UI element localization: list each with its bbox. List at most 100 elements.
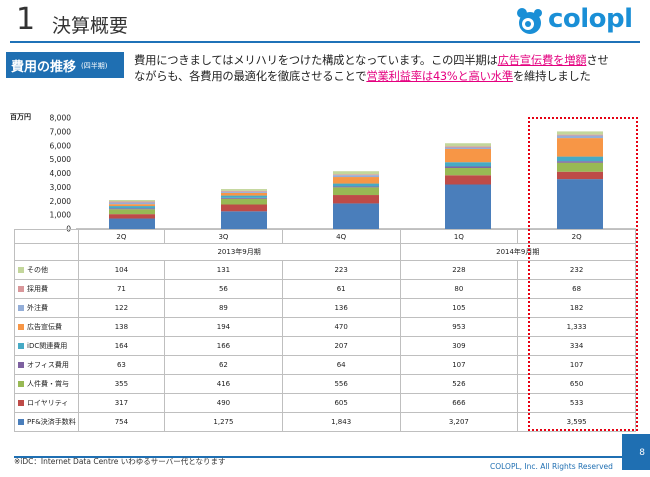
data-value: 122: [77, 298, 166, 318]
legend-label: オフィス費用: [27, 361, 69, 369]
y-tick-label: 4,000: [50, 169, 72, 178]
bar-segment: [445, 143, 491, 147]
legend-label: その他: [27, 266, 48, 274]
legend-swatch: [18, 400, 24, 406]
bar-segment: [109, 201, 155, 203]
table-row: オフィス費用 63 62 64 107 107: [14, 355, 636, 375]
period-label: 2013年9月期: [77, 243, 401, 261]
series-label-cell: PF&決済手数料: [14, 412, 79, 432]
legend-label: 広告宣伝費: [27, 323, 62, 331]
legend-label: iDC関連費用: [27, 342, 68, 350]
data-value: 138: [77, 317, 166, 337]
data-value: 3,207: [399, 412, 519, 432]
data-value: 89: [164, 298, 283, 318]
bar-segment: [221, 192, 267, 196]
data-value: 1,333: [517, 317, 636, 337]
x-tick-label: 1Q: [399, 229, 519, 244]
bar-segment: [557, 131, 603, 135]
bar-segment: [557, 135, 603, 139]
bear-icon: [517, 8, 542, 34]
y-tick-label: 7,000: [50, 127, 72, 136]
data-value: 207: [281, 336, 401, 356]
bar-segment: [109, 208, 155, 210]
bar-segment: [221, 197, 267, 199]
bar-segment: [445, 148, 491, 163]
data-value: 416: [164, 374, 283, 394]
bar-segment: [333, 203, 379, 229]
data-value: 526: [399, 374, 519, 394]
footnote: ※iDC：Internet Data Centre いわゆるサーバー代となります: [14, 457, 226, 466]
section-label: 費用の推移 (四半期): [6, 52, 124, 78]
series-label-cell: iDC関連費用: [14, 336, 79, 356]
series-label-cell: 採用費: [14, 279, 79, 299]
table-row: 広告宣伝費 138 194 470 953 1,333: [14, 317, 636, 337]
corner-cell: [14, 243, 79, 261]
bar-segment: [221, 198, 267, 205]
bar-segment: [445, 184, 491, 229]
legend-swatch: [18, 343, 24, 349]
legend-label: ロイヤリティ: [27, 399, 69, 407]
data-value: 131: [164, 260, 283, 280]
bar-segment: [445, 162, 491, 167]
legend-swatch: [18, 286, 24, 292]
table-row: PF&決済手数料 754 1,275 1,843 3,207 3,595: [14, 412, 636, 432]
bar-segment: [109, 200, 155, 202]
bar-segment: [109, 218, 155, 229]
data-value: 164: [77, 336, 166, 356]
legend-swatch: [18, 362, 24, 368]
legend-label: 採用費: [27, 285, 48, 293]
unit-label: 百万円: [10, 113, 31, 121]
series-label-cell: オフィス費用: [14, 355, 79, 375]
data-value: 228: [399, 260, 519, 280]
data-value: 107: [399, 355, 519, 375]
data-value: 3,595: [517, 412, 636, 432]
legend-swatch: [18, 324, 24, 330]
y-tick-label: 5,000: [50, 155, 72, 164]
page-number: 8: [622, 434, 650, 470]
y-tick-label: 6,000: [50, 141, 72, 150]
data-value: 470: [281, 317, 401, 337]
bar-segment: [557, 179, 603, 229]
x-tick-label: 4Q: [281, 229, 401, 244]
bar-segment: [557, 156, 603, 162]
bar-segment: [333, 187, 379, 196]
highlight-box: [528, 117, 638, 431]
data-value: 490: [164, 393, 283, 413]
data-value: 1,843: [281, 412, 401, 432]
data-value: 556: [281, 374, 401, 394]
bar-segment: [445, 146, 491, 148]
data-value: 136: [281, 298, 401, 318]
data-value: 223: [281, 260, 401, 280]
lead-line1-b: させ: [586, 54, 609, 67]
lead-line2-a: ながらも、各費用の最適化を徹底させることで: [134, 70, 367, 83]
legend-swatch: [18, 267, 24, 273]
x-tick-label: 3Q: [164, 229, 283, 244]
y-tick-label: 8,000: [50, 114, 72, 123]
bar-segment: [333, 183, 379, 187]
bar-segment: [333, 174, 379, 176]
bar-segment: [109, 204, 155, 207]
footer-rule: [14, 456, 622, 458]
series-label-cell: 広告宣伝費: [14, 317, 79, 337]
data-value: 62: [164, 355, 283, 375]
bar-segment: [557, 161, 603, 163]
bar-segment: [109, 206, 155, 209]
bar-segment: [109, 209, 155, 215]
data-value: 953: [399, 317, 519, 337]
section-title: 費用の推移: [11, 60, 77, 75]
bar-segment: [445, 167, 491, 176]
y-tick-label: 2,000: [50, 197, 72, 206]
bar-segment: [557, 162, 603, 172]
data-value: 166: [164, 336, 283, 356]
period-header-row: 2013年9月期 2014年9月期: [14, 243, 637, 261]
bar-segment: [221, 204, 267, 212]
legend-label: 外注費: [27, 304, 48, 312]
bar-segment: [557, 138, 603, 157]
data-value: 317: [77, 393, 166, 413]
bar-segment: [221, 190, 267, 192]
bar-segment: [333, 177, 379, 184]
colopl-logo: colopl: [514, 4, 633, 38]
bar-segment: [221, 211, 267, 229]
bar-segment: [557, 134, 603, 136]
bar-segment: [109, 202, 155, 205]
